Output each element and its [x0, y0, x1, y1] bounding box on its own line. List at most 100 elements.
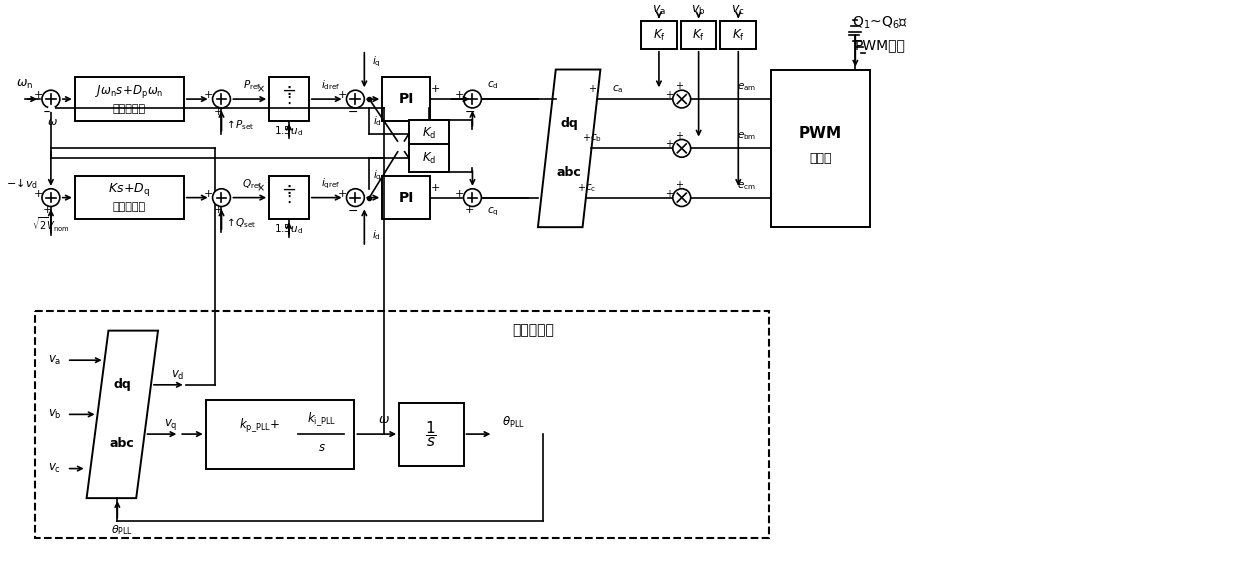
Text: +: +: [665, 90, 673, 100]
Text: $\div$: $\div$: [281, 81, 296, 99]
Text: $-$: $-$: [42, 106, 53, 119]
Text: $\omega_\mathrm{n}$: $\omega_\mathrm{n}$: [16, 78, 33, 91]
Text: $P_\mathrm{ref}$: $P_\mathrm{ref}$: [243, 78, 262, 92]
Text: 无功控制器: 无功控制器: [113, 202, 146, 212]
Text: $c_\mathrm{a}$: $c_\mathrm{a}$: [613, 83, 624, 95]
Circle shape: [464, 90, 481, 108]
Circle shape: [42, 90, 60, 108]
Text: PWM信号: PWM信号: [854, 38, 905, 52]
Text: +: +: [675, 130, 683, 140]
Text: +: +: [213, 206, 223, 215]
Text: +: +: [43, 206, 52, 215]
Text: $i_\mathrm{q}$: $i_\mathrm{q}$: [373, 169, 382, 183]
Text: $v_\mathrm{q}$: $v_\mathrm{q}$: [165, 417, 177, 432]
Text: $K_\mathrm{d}$: $K_\mathrm{d}$: [422, 126, 436, 141]
Text: PI: PI: [398, 92, 414, 106]
Text: $\cdot$: $\cdot$: [286, 88, 291, 106]
Text: $v_\mathrm{b}$: $v_\mathrm{b}$: [692, 4, 706, 17]
Circle shape: [464, 189, 481, 206]
Text: +: +: [432, 183, 440, 193]
Bar: [409, 144, 449, 172]
Text: $\times$: $\times$: [255, 84, 264, 94]
Bar: [74, 78, 184, 121]
Text: $v_\mathrm{a}$: $v_\mathrm{a}$: [652, 4, 666, 17]
Text: $K_\mathrm{f}$: $K_\mathrm{f}$: [652, 28, 666, 43]
Text: +: +: [337, 189, 347, 199]
Circle shape: [212, 90, 231, 108]
Polygon shape: [538, 70, 600, 227]
Text: $\cdot$: $\cdot$: [286, 94, 291, 112]
Text: $\omega$: $\omega$: [378, 413, 391, 426]
Bar: [382, 78, 430, 121]
Circle shape: [346, 90, 365, 108]
Text: $J\omega_\mathrm{n}s\!+\!D_\mathrm{p}\omega_\mathrm{n}$: $J\omega_\mathrm{n}s\!+\!D_\mathrm{p}\om…: [95, 83, 164, 99]
Text: PWM: PWM: [799, 126, 842, 141]
Text: +: +: [455, 189, 464, 199]
Bar: [720, 21, 756, 49]
Text: dq: dq: [113, 378, 131, 391]
Text: $-\!\downarrow\! v_\mathrm{d}$: $-\!\downarrow\! v_\mathrm{d}$: [6, 176, 38, 191]
Text: $\cdot$: $\cdot$: [286, 187, 291, 205]
Bar: [35, 311, 769, 537]
Text: $Q_\mathrm{ref}$: $Q_\mathrm{ref}$: [242, 177, 263, 191]
Text: $\sqrt{2}V_\mathrm{nom}$: $\sqrt{2}V_\mathrm{nom}$: [32, 216, 69, 234]
Text: $Ks\!+\!D_\mathrm{q}$: $Ks\!+\!D_\mathrm{q}$: [108, 181, 150, 198]
Bar: [681, 21, 717, 49]
Bar: [641, 21, 677, 49]
Text: $k_\mathrm{p\_PLL}\!+$: $k_\mathrm{p\_PLL}\!+$: [239, 417, 281, 435]
Text: +: +: [33, 189, 42, 199]
Text: $v_\mathrm{c}$: $v_\mathrm{c}$: [732, 4, 745, 17]
Text: 有功控制器: 有功控制器: [113, 104, 146, 114]
Text: $-$: $-$: [464, 106, 475, 119]
Text: +: +: [675, 180, 683, 190]
Bar: [382, 176, 430, 219]
Text: +: +: [588, 84, 596, 94]
Circle shape: [42, 189, 60, 206]
Text: $\cdot$: $\cdot$: [286, 193, 291, 211]
Text: $i_\mathrm{d}$: $i_\mathrm{d}$: [372, 228, 381, 242]
Text: $e_\mathrm{cm}$: $e_\mathrm{cm}$: [737, 180, 755, 192]
Text: $\omega$: $\omega$: [47, 117, 58, 127]
Text: +: +: [213, 107, 223, 117]
Circle shape: [673, 189, 691, 206]
Text: dq: dq: [560, 117, 578, 130]
Text: $K_\mathrm{d}$: $K_\mathrm{d}$: [422, 151, 436, 166]
Text: $e_\mathrm{am}$: $e_\mathrm{am}$: [737, 81, 756, 93]
Bar: [269, 78, 309, 121]
Circle shape: [673, 90, 691, 108]
Text: +: +: [337, 90, 347, 100]
Text: $1.5u_\mathrm{d}$: $1.5u_\mathrm{d}$: [274, 124, 304, 138]
Text: $-$: $-$: [347, 204, 358, 217]
Text: $v_\mathrm{b}$: $v_\mathrm{b}$: [48, 408, 62, 421]
Text: +: +: [675, 81, 683, 91]
Text: $K_\mathrm{f}$: $K_\mathrm{f}$: [732, 28, 745, 43]
Text: +: +: [432, 84, 440, 94]
Text: +: +: [203, 189, 213, 199]
Text: abc: abc: [110, 437, 135, 450]
Bar: [269, 176, 309, 219]
Text: $e_\mathrm{bm}$: $e_\mathrm{bm}$: [737, 130, 756, 142]
Text: +: +: [203, 90, 213, 100]
Text: $i_\mathrm{d}$: $i_\mathrm{d}$: [373, 114, 382, 128]
Text: $\uparrow\!P_\mathrm{set}$: $\uparrow\!P_\mathrm{set}$: [224, 118, 254, 132]
Text: $1.5u_\mathrm{d}$: $1.5u_\mathrm{d}$: [274, 222, 304, 236]
Text: $k_\mathrm{i\_PLL}$: $k_\mathrm{i\_PLL}$: [308, 410, 336, 428]
Text: $c_\mathrm{c}$: $c_\mathrm{c}$: [585, 182, 596, 194]
Text: 锁相环控制: 锁相环控制: [512, 324, 554, 338]
Bar: [771, 70, 870, 227]
Text: PI: PI: [398, 191, 414, 205]
Circle shape: [346, 189, 365, 206]
Text: $\dfrac{1}{s}$: $\dfrac{1}{s}$: [425, 419, 438, 449]
Text: +: +: [577, 183, 585, 193]
Circle shape: [673, 139, 691, 157]
Text: $\uparrow\!Q_\mathrm{set}$: $\uparrow\!Q_\mathrm{set}$: [224, 216, 257, 230]
Text: $v_\mathrm{c}$: $v_\mathrm{c}$: [48, 462, 61, 475]
Text: +: +: [665, 189, 673, 199]
Text: +: +: [583, 134, 590, 143]
Text: $\theta_\mathrm{PLL}$: $\theta_\mathrm{PLL}$: [501, 415, 525, 430]
Text: $c_\mathrm{q}$: $c_\mathrm{q}$: [487, 205, 500, 217]
Circle shape: [212, 189, 231, 206]
Text: +: +: [665, 139, 673, 149]
Text: Q$_1$~Q$_6$的: Q$_1$~Q$_6$的: [852, 15, 908, 31]
Text: $s$: $s$: [317, 441, 326, 455]
